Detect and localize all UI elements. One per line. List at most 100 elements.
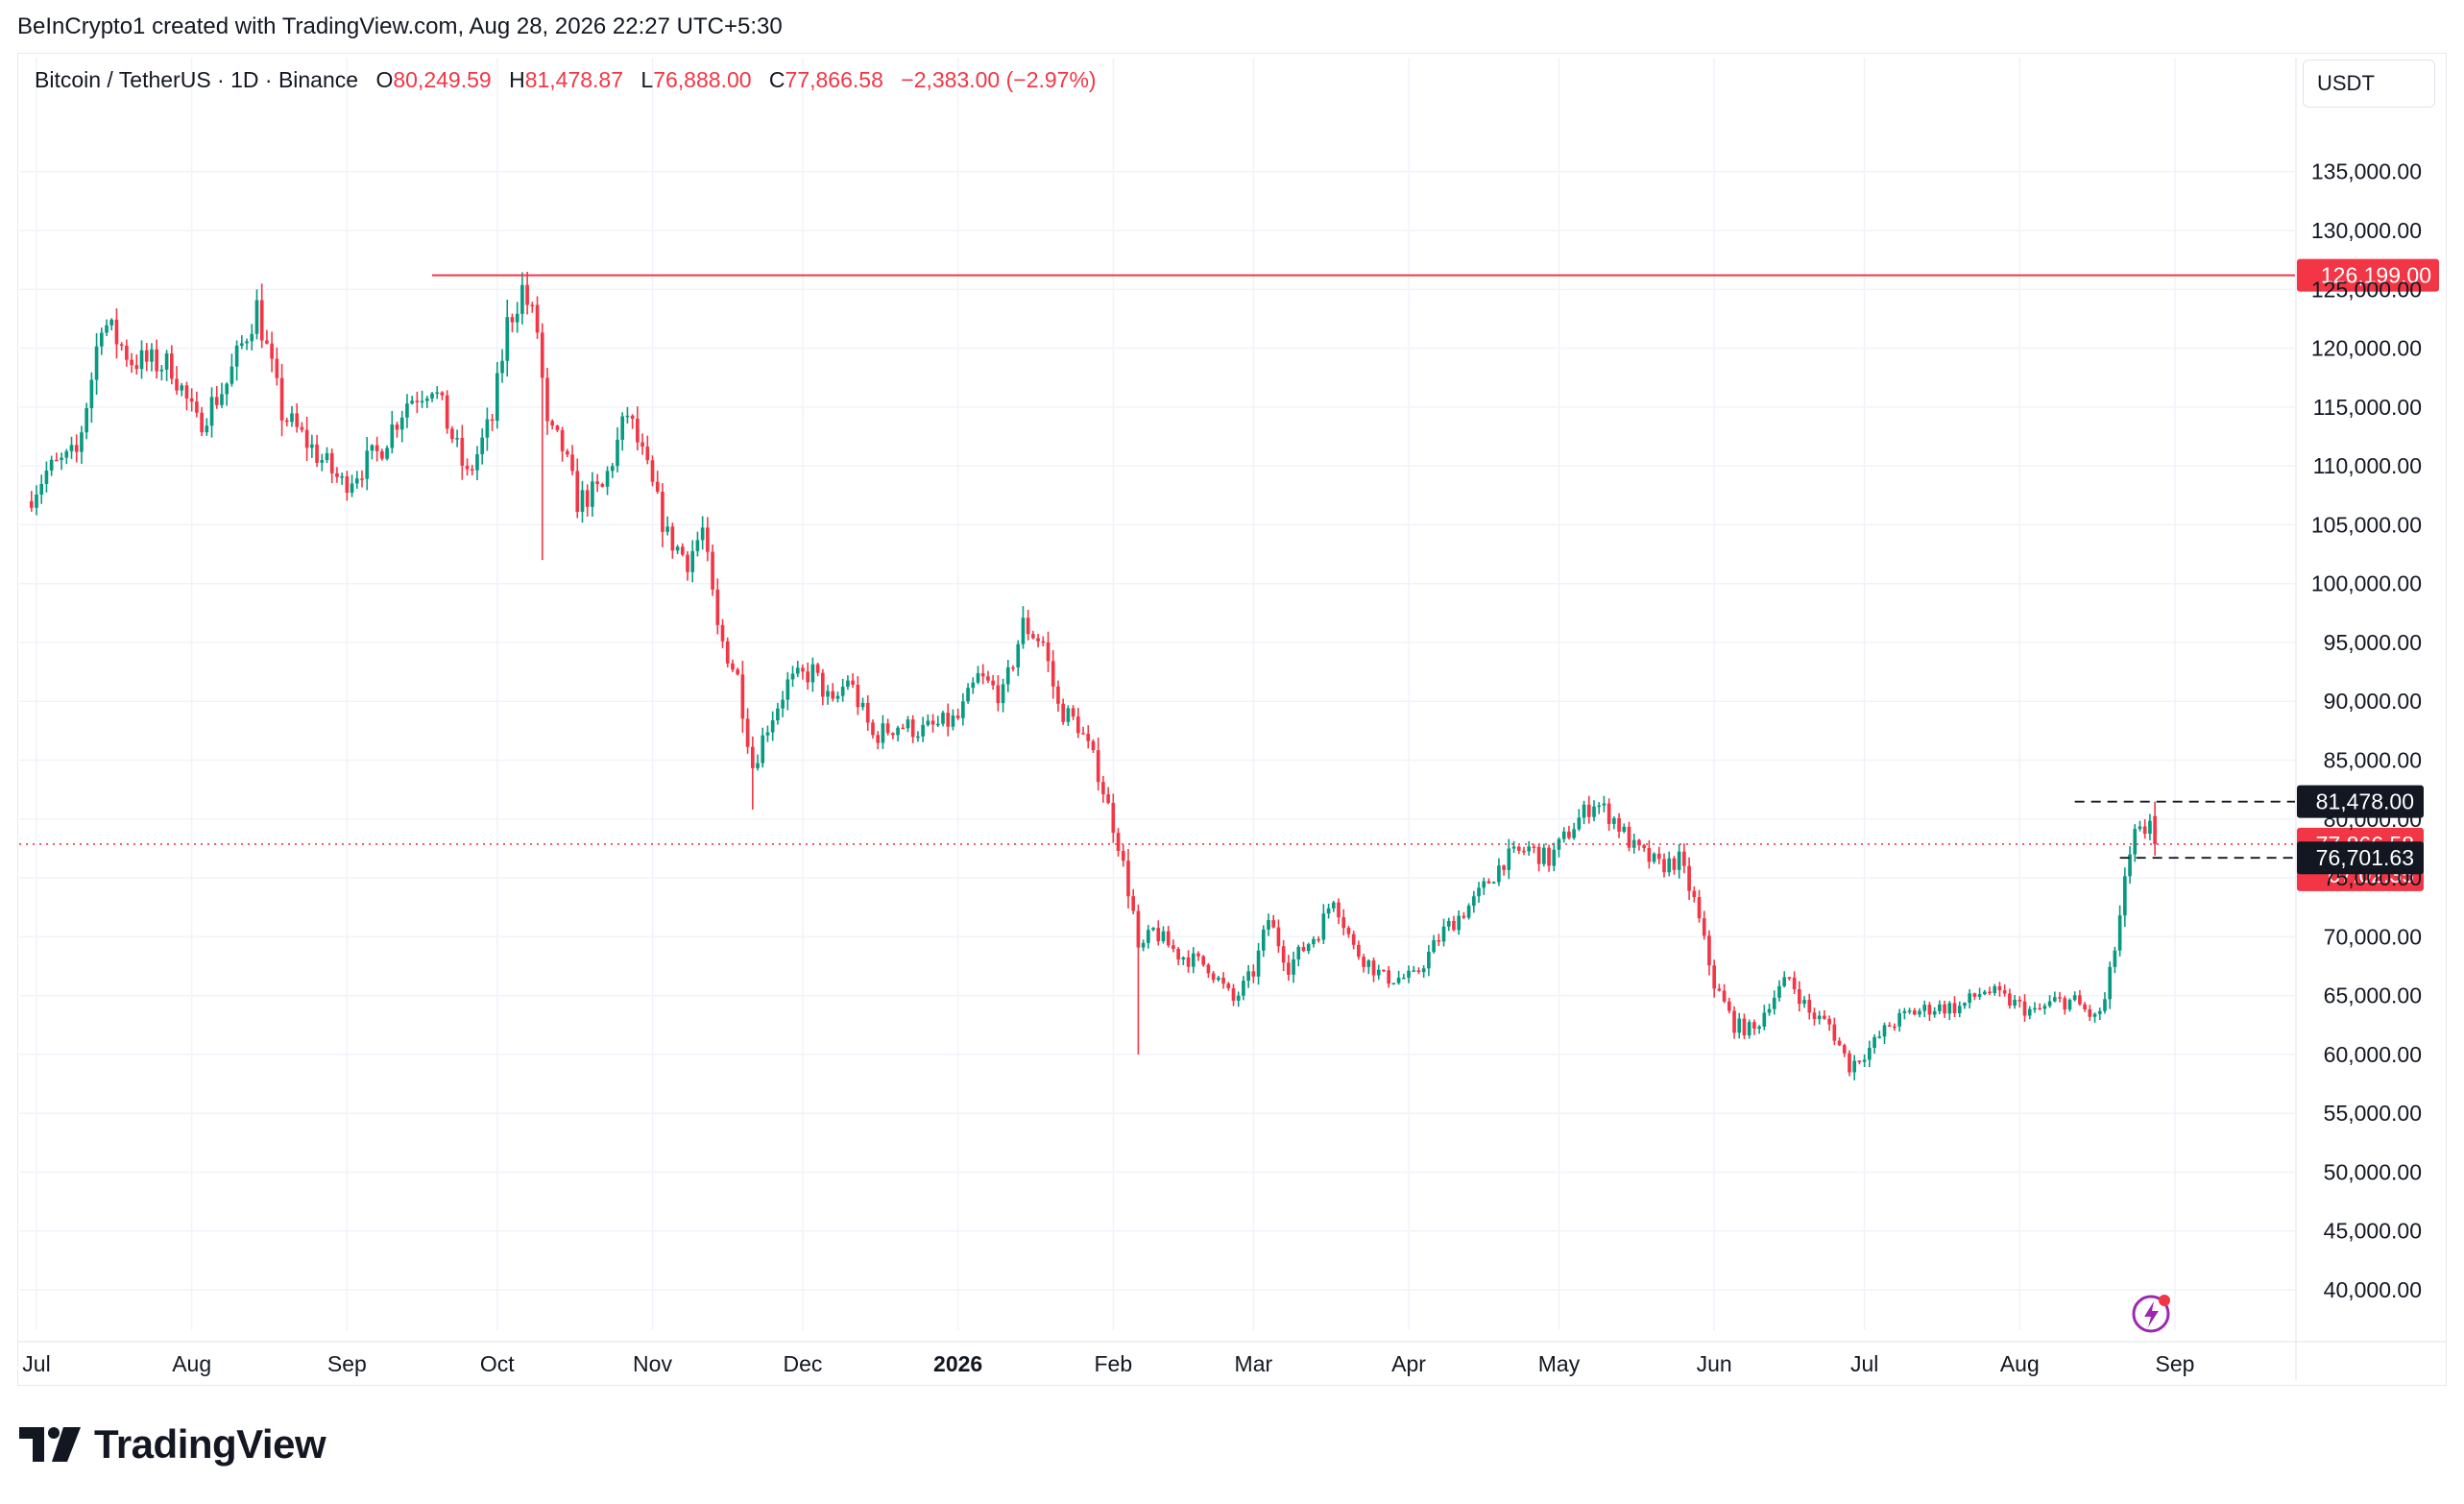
candle[interactable] — [1877, 1031, 1882, 1039]
candle[interactable] — [1041, 636, 1046, 647]
candle[interactable] — [1011, 665, 1015, 672]
candle[interactable] — [640, 433, 644, 455]
candle[interactable] — [495, 361, 499, 429]
candle[interactable] — [560, 426, 565, 462]
candle[interactable] — [139, 340, 144, 379]
candle[interactable] — [374, 436, 379, 462]
candle[interactable] — [1827, 1015, 1831, 1031]
candle[interactable] — [2002, 984, 2007, 997]
chart-panel[interactable] — [17, 53, 2447, 1386]
candle[interactable] — [2113, 946, 2117, 974]
candle[interactable] — [1522, 846, 1526, 856]
candle[interactable] — [390, 410, 395, 454]
candle[interactable] — [1141, 939, 1146, 952]
candle[interactable] — [1126, 848, 1130, 909]
candle[interactable] — [254, 289, 259, 340]
candle[interactable] — [109, 318, 114, 331]
candle[interactable] — [885, 718, 890, 736]
candle[interactable] — [1561, 827, 1566, 843]
candle[interactable] — [1151, 927, 1155, 932]
candle[interactable] — [996, 675, 1001, 712]
candle[interactable] — [410, 396, 414, 405]
candle[interactable] — [240, 334, 244, 350]
candle[interactable] — [971, 677, 976, 694]
candle[interactable] — [1441, 918, 1446, 947]
candle[interactable] — [1752, 1019, 1756, 1035]
candle[interactable] — [1982, 989, 1987, 996]
candle[interactable] — [2047, 995, 2052, 1008]
candle[interactable] — [675, 545, 680, 555]
candle[interactable] — [1401, 973, 1406, 980]
candle[interactable] — [831, 683, 835, 702]
candle[interactable] — [1156, 920, 1161, 946]
candle[interactable] — [921, 716, 925, 742]
candle[interactable] — [395, 422, 399, 438]
candle[interactable] — [906, 716, 910, 733]
candle[interactable] — [370, 444, 374, 460]
candle[interactable] — [1196, 951, 1200, 961]
candle[interactable] — [1697, 889, 1702, 923]
candle[interactable] — [1031, 630, 1035, 640]
candle[interactable] — [1536, 843, 1541, 872]
candle[interactable] — [540, 323, 544, 561]
candle[interactable] — [1798, 981, 1801, 1012]
candle[interactable] — [290, 405, 294, 427]
candle[interactable] — [220, 382, 224, 408]
candle[interactable] — [976, 666, 980, 685]
candle[interactable] — [2088, 1005, 2092, 1022]
candle[interactable] — [806, 662, 810, 691]
candle[interactable] — [1071, 705, 1075, 720]
candle[interactable] — [801, 664, 805, 680]
candle[interactable] — [1747, 1019, 1751, 1039]
candle[interactable] — [1727, 997, 1731, 1014]
candle[interactable] — [1972, 992, 1977, 1001]
candle[interactable] — [184, 381, 189, 411]
candle[interactable] — [555, 425, 560, 433]
candle[interactable] — [1932, 1007, 1937, 1018]
candle[interactable] — [1391, 982, 1396, 985]
candle[interactable] — [1692, 886, 1697, 903]
candle[interactable] — [1912, 1007, 1917, 1016]
candle[interactable] — [169, 345, 174, 385]
candle[interactable] — [2067, 998, 2072, 1012]
candle[interactable] — [2063, 995, 2067, 1015]
candle[interactable] — [1281, 940, 1286, 972]
candle[interactable] — [1312, 935, 1316, 948]
candle[interactable] — [736, 667, 739, 676]
candle[interactable] — [690, 540, 695, 583]
candle[interactable] — [1016, 640, 1021, 676]
candle[interactable] — [1267, 913, 1270, 936]
candle[interactable] — [1622, 823, 1627, 834]
candle[interactable] — [279, 363, 284, 437]
candle[interactable] — [399, 410, 404, 443]
candle[interactable] — [1236, 991, 1241, 1007]
candle[interactable] — [420, 390, 424, 408]
candle[interactable] — [1131, 888, 1136, 914]
candle[interactable] — [2123, 867, 2127, 928]
candle[interactable] — [1918, 1007, 1921, 1018]
candle[interactable] — [1046, 631, 1051, 672]
candle[interactable] — [1993, 983, 1997, 996]
candle[interactable] — [1832, 1017, 1837, 1046]
candle[interactable] — [761, 727, 765, 768]
candle[interactable] — [39, 474, 44, 504]
candle[interactable] — [1732, 1006, 1736, 1039]
candle[interactable] — [1005, 660, 1010, 692]
candle[interactable] — [265, 329, 269, 345]
candle[interactable] — [1586, 795, 1591, 824]
candle[interactable] — [29, 491, 34, 512]
candle[interactable] — [1516, 845, 1521, 855]
candle[interactable] — [2133, 824, 2138, 862]
candle[interactable] — [445, 390, 449, 434]
candle[interactable] — [600, 482, 605, 488]
candle[interactable] — [354, 471, 359, 489]
candle[interactable] — [1572, 822, 1576, 840]
candle[interactable] — [826, 685, 830, 705]
candle[interactable] — [856, 676, 860, 716]
candle[interactable] — [125, 339, 129, 367]
candle[interactable] — [1161, 926, 1166, 944]
candle[interactable] — [910, 715, 915, 743]
candle[interactable] — [1802, 996, 1806, 1008]
candle[interactable] — [896, 725, 900, 741]
candle[interactable] — [1927, 1002, 1932, 1022]
